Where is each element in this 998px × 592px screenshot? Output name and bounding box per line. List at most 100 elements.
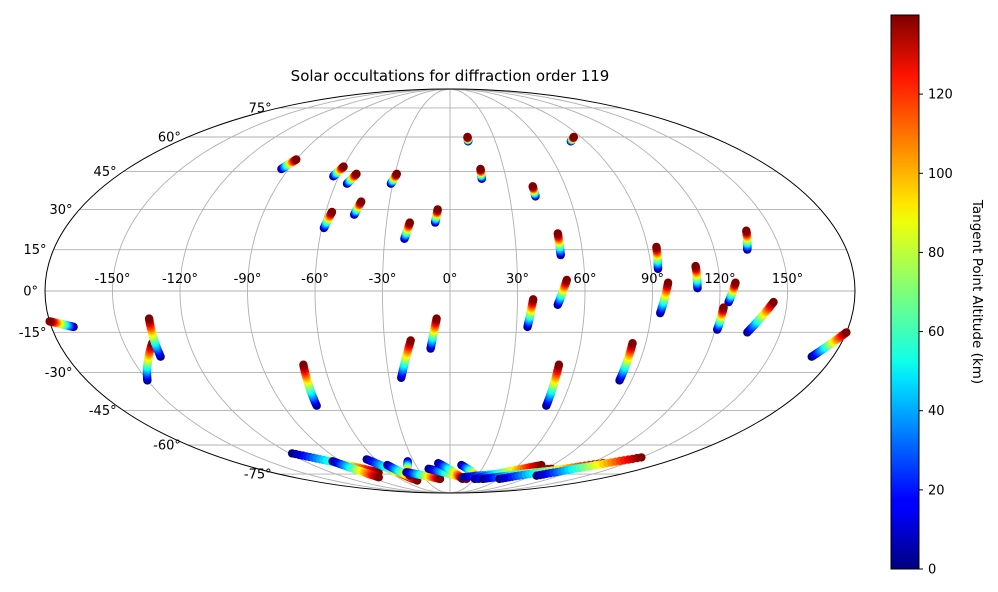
latitude-tick-label: -75°	[244, 468, 272, 483]
occultation-track	[397, 336, 415, 382]
colorbar-tick-label: 40	[928, 404, 945, 419]
occultation-track	[350, 197, 366, 219]
track-point	[719, 303, 728, 312]
occultation-track	[319, 207, 337, 233]
latitude-tick-label: 0°	[23, 285, 38, 300]
colorbar-label: Tangent Point Altitude (km)	[969, 199, 985, 384]
longitude-tick-label: 150°	[772, 272, 803, 287]
longitude-tick-label: 0°	[443, 272, 458, 287]
occultation-track	[342, 169, 361, 188]
colorbar-tick-label: 120	[928, 88, 953, 103]
track-point	[554, 360, 564, 369]
latitude-tick-label: 30°	[49, 203, 72, 218]
track-point	[529, 295, 538, 304]
occultation-track	[400, 218, 414, 243]
map-grid	[45, 89, 855, 493]
track-point	[435, 474, 445, 484]
occultation-track	[142, 339, 157, 385]
occultation-track	[652, 242, 663, 274]
occultation-track	[615, 339, 637, 385]
longitude-tick-label: -60°	[301, 272, 329, 287]
track-point	[731, 278, 740, 287]
occultation-track	[807, 328, 851, 361]
occultation-track	[329, 162, 348, 181]
occultation-track	[476, 164, 486, 183]
latitude-tick-label: 75°	[249, 101, 272, 116]
occultation-track	[553, 275, 571, 309]
longitude-tick-label: 120°	[704, 272, 735, 287]
longitude-tick-label: -150°	[94, 272, 130, 287]
track-point	[628, 339, 637, 348]
longitude-tick-label: 60°	[573, 272, 596, 287]
occultation-track	[523, 295, 538, 332]
occultation-track	[386, 169, 401, 188]
track-point	[652, 242, 661, 252]
occultation-track	[45, 317, 78, 332]
track-point	[432, 314, 441, 323]
occultation-track	[426, 314, 441, 353]
track-point	[405, 218, 414, 227]
latitude-tick-label: -45°	[89, 404, 117, 419]
occultation-track	[463, 132, 473, 146]
occultation-tracks	[45, 132, 851, 485]
track-point	[327, 207, 337, 217]
track-point	[562, 275, 571, 285]
colorbar-tick-label: 20	[928, 483, 945, 498]
track-point	[842, 328, 851, 337]
track-point	[352, 169, 361, 178]
occultation-track	[328, 457, 383, 482]
colorbar	[890, 14, 920, 570]
longitude-tick-label: -30°	[369, 272, 397, 287]
colorbar-tick-label: 100	[928, 167, 953, 182]
track-point	[769, 297, 778, 307]
track-point	[742, 226, 751, 235]
track-point	[406, 336, 415, 345]
latitude-tick-label: -15°	[19, 326, 47, 341]
track-point	[392, 169, 401, 178]
track-point	[691, 261, 700, 271]
occultation-track	[656, 278, 673, 318]
colorbar-ticks: 0 20 40 60 80 100 120	[919, 88, 953, 578]
occultation-track	[528, 182, 540, 201]
latitude-tick-label: 15°	[24, 243, 47, 258]
latitude-tick-labels: -75° -60° -45° -30° -15° 0° 15° 30° 45° 60° 75°	[19, 101, 272, 482]
track-point	[339, 162, 348, 171]
occultation-track	[299, 360, 321, 410]
chart-title: Solar occultations for diffraction order…	[291, 67, 610, 85]
track-point	[528, 182, 537, 191]
track-point	[357, 197, 366, 206]
occultation-track	[742, 226, 752, 254]
longitude-tick-label: -120°	[162, 272, 198, 287]
longitude-tick-labels: -150° -120° -90° -60° -30° 0° 30° 60° 90° 120° 150…	[94, 272, 803, 287]
track-point	[374, 473, 383, 482]
latitude-tick-label: -60°	[153, 439, 181, 454]
track-point	[144, 314, 154, 323]
latitude-tick-label: 60°	[158, 130, 181, 145]
colorbar-tick-label: 0	[928, 563, 936, 578]
occultation-track	[743, 297, 778, 337]
occultation-track	[402, 468, 445, 484]
longitude-tick-label: 90°	[641, 272, 664, 287]
latitude-tick-label: -30°	[45, 366, 73, 381]
occultation-track	[144, 314, 165, 361]
longitude-tick-label: 30°	[506, 272, 529, 287]
occultation-track	[532, 453, 646, 480]
longitude-tick-label: -90°	[234, 272, 262, 287]
track-point	[476, 164, 485, 174]
track-point	[45, 317, 54, 326]
occultation-track	[566, 132, 578, 146]
occultation-track	[542, 360, 564, 410]
colorbar-tick-label: 60	[928, 325, 945, 340]
track-point	[463, 132, 472, 142]
occultation-track	[724, 278, 740, 307]
track-point	[569, 132, 578, 142]
track-point	[537, 460, 546, 470]
track-point	[299, 360, 308, 369]
track-point	[292, 155, 301, 164]
track-point	[637, 453, 646, 462]
latitude-tick-label: 45°	[94, 165, 117, 180]
colorbar-tick-label: 80	[928, 246, 945, 261]
track-point	[553, 229, 562, 238]
occultation-track	[277, 155, 301, 174]
